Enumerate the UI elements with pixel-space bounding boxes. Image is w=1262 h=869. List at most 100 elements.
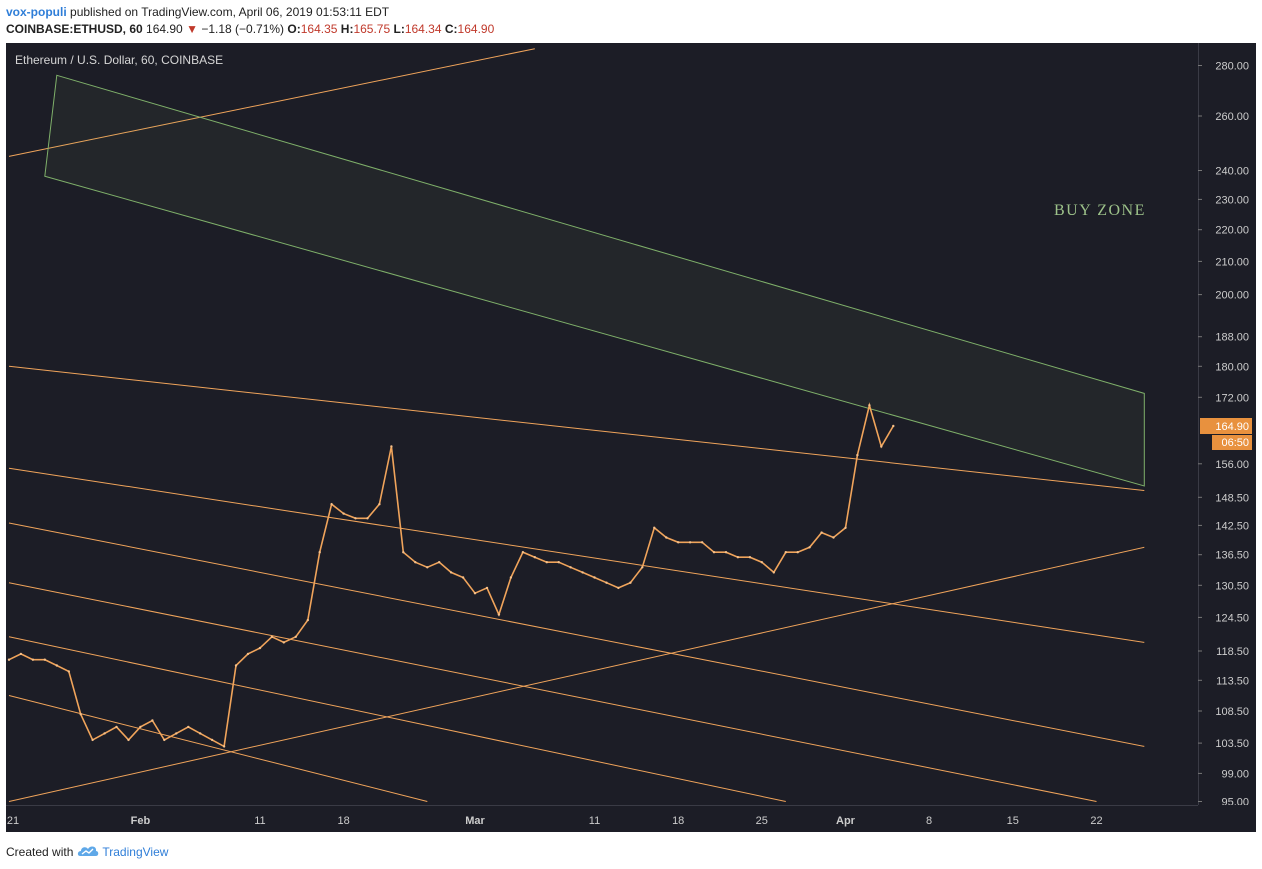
price-point bbox=[246, 652, 250, 656]
price-point bbox=[581, 571, 584, 574]
price-point bbox=[533, 556, 536, 559]
price-chart[interactable]: Ethereum / U.S. Dollar, 60, COINBASE BUY… bbox=[6, 43, 1256, 832]
trendline-line-6[interactable] bbox=[8, 546, 1145, 802]
price-point bbox=[808, 546, 811, 549]
price-point bbox=[139, 725, 142, 729]
open-label: O: bbox=[287, 22, 301, 36]
price-point bbox=[127, 738, 130, 742]
price-point bbox=[653, 526, 656, 529]
y-tick-label: 188.00 bbox=[1215, 332, 1249, 344]
high-value: 165.75 bbox=[353, 22, 391, 36]
price-point bbox=[366, 517, 369, 520]
y-tick-label: 200.00 bbox=[1215, 290, 1249, 302]
channel-line-3[interactable] bbox=[8, 582, 1097, 802]
channel-line-0[interactable] bbox=[8, 365, 1145, 491]
y-tick-label: 180.00 bbox=[1215, 361, 1249, 373]
channel-line-2[interactable] bbox=[8, 522, 1145, 747]
price-point bbox=[868, 404, 871, 407]
price-point bbox=[354, 517, 357, 520]
chart-title: Ethereum / U.S. Dollar, 60, COINBASE bbox=[15, 53, 223, 67]
author-link[interactable]: vox-populi bbox=[6, 5, 67, 19]
price-point bbox=[414, 561, 417, 564]
x-tick-label: 11 bbox=[254, 815, 265, 827]
channel-line-5[interactable] bbox=[8, 695, 428, 802]
price-point bbox=[438, 561, 441, 564]
price-point bbox=[306, 618, 309, 622]
price-point bbox=[330, 503, 333, 506]
x-tick-label: Apr bbox=[836, 815, 856, 827]
chart-background bbox=[6, 43, 1256, 832]
price-point bbox=[748, 556, 752, 559]
created-with-text: Created with bbox=[6, 845, 74, 859]
price-point bbox=[103, 732, 106, 735]
x-tick-label: 11 bbox=[589, 815, 600, 827]
y-tick-label: 136.50 bbox=[1215, 550, 1249, 562]
price-point bbox=[677, 541, 680, 544]
price-point bbox=[282, 641, 285, 644]
countdown-tag-label: 06:50 bbox=[1221, 437, 1249, 449]
price-point bbox=[521, 551, 525, 554]
price-point bbox=[187, 725, 190, 729]
price-point bbox=[91, 738, 94, 742]
price-point bbox=[222, 745, 226, 748]
price-point bbox=[820, 531, 823, 534]
y-tick-label: 118.50 bbox=[1216, 646, 1249, 658]
tradingview-cloud-icon bbox=[77, 844, 99, 860]
price-point bbox=[449, 571, 453, 574]
x-tick-label: 25 bbox=[756, 815, 768, 827]
price-point bbox=[318, 551, 321, 554]
price-change: −1.18 (−0.71%) bbox=[201, 22, 285, 36]
price-point bbox=[593, 576, 596, 579]
trendline-line-7[interactable] bbox=[8, 48, 535, 157]
x-tick-label: 21 bbox=[7, 815, 19, 827]
channel-line-1[interactable] bbox=[8, 467, 1145, 643]
price-point bbox=[175, 732, 178, 735]
price-point bbox=[832, 536, 835, 539]
x-tick-label: 18 bbox=[672, 815, 684, 827]
time-axis[interactable] bbox=[6, 805, 1256, 832]
y-tick-label: 240.00 bbox=[1215, 166, 1249, 178]
price-point bbox=[629, 581, 632, 584]
price-point bbox=[557, 561, 560, 564]
price-point bbox=[210, 738, 214, 742]
y-tick-label: 113.50 bbox=[1216, 675, 1249, 687]
price-point bbox=[390, 445, 393, 448]
price-point bbox=[796, 551, 799, 554]
y-tick-label: 124.50 bbox=[1215, 612, 1249, 624]
price-point bbox=[485, 586, 489, 590]
y-tick-label: 148.50 bbox=[1215, 492, 1249, 504]
symbol-info-line: COINBASE:ETHUSD, 60 164.90 ▼ −1.18 (−0.7… bbox=[6, 22, 494, 36]
y-tick-label: 210.00 bbox=[1215, 256, 1249, 268]
price-point bbox=[545, 561, 548, 564]
chart-frame[interactable]: Ethereum / U.S. Dollar, 60, COINBASE BUY… bbox=[6, 43, 1256, 832]
price-point bbox=[151, 719, 154, 722]
price-point bbox=[115, 725, 118, 729]
price-point bbox=[79, 713, 82, 716]
price-point bbox=[641, 566, 644, 569]
price-point bbox=[378, 503, 381, 506]
price-point bbox=[473, 592, 477, 595]
x-tick-label: 22 bbox=[1090, 815, 1102, 827]
price-point bbox=[569, 566, 572, 569]
price-point bbox=[19, 652, 23, 656]
x-tick-label: Feb bbox=[131, 815, 151, 827]
x-tick-label: 18 bbox=[337, 815, 349, 827]
price-point bbox=[724, 551, 728, 554]
high-label: H: bbox=[340, 22, 354, 36]
price-point bbox=[163, 738, 166, 742]
price-point bbox=[342, 512, 345, 515]
y-tick-label: 280.00 bbox=[1215, 61, 1249, 73]
channel-line-4[interactable] bbox=[8, 636, 786, 802]
price-point bbox=[736, 556, 740, 559]
price-point bbox=[605, 581, 608, 584]
price-point bbox=[509, 576, 513, 579]
price-point bbox=[844, 526, 847, 529]
price-point bbox=[892, 424, 895, 428]
price-point bbox=[7, 658, 11, 661]
y-tick-label: 108.50 bbox=[1215, 706, 1249, 718]
tradingview-brand-link[interactable]: TradingView bbox=[102, 845, 169, 859]
low-value: 164.34 bbox=[404, 22, 442, 36]
low-label: L: bbox=[393, 22, 405, 36]
buy-zone-polygon[interactable] bbox=[44, 74, 1145, 487]
price-point bbox=[712, 551, 716, 554]
